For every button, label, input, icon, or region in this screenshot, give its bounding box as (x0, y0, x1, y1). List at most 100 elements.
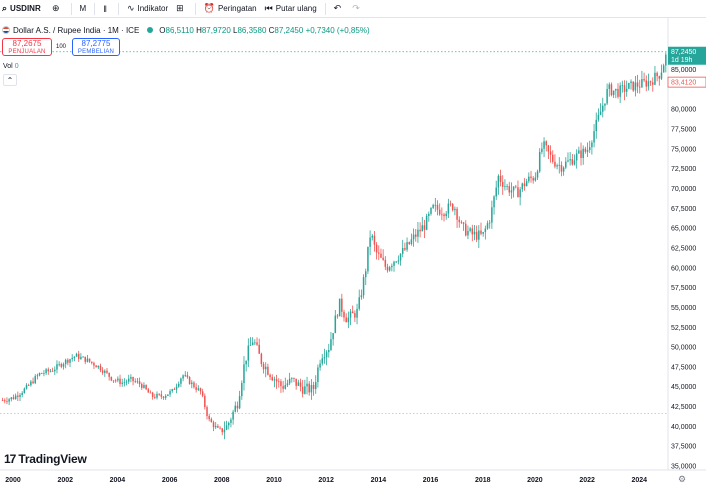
candle-body (91, 361, 93, 363)
candle-body (51, 370, 54, 372)
high-value: 87,9720 (201, 25, 231, 35)
candle-body (214, 425, 217, 428)
candle-body (312, 385, 315, 389)
interval-button[interactable]: M (76, 0, 91, 18)
collapse-legend-button[interactable]: ⌃ (3, 74, 17, 86)
candle-body (584, 148, 587, 152)
candle-body (351, 311, 354, 314)
candle-body (182, 375, 184, 379)
chart-settings-button[interactable]: ⚙ (678, 474, 686, 485)
symbol-search[interactable]: ⌕ USDINR (0, 0, 48, 18)
alerts-button[interactable]: ⏰ Peringatan (200, 0, 261, 18)
candle-body (310, 385, 313, 393)
candle-body (608, 84, 611, 89)
x-tick-label: 2014 (371, 477, 387, 484)
candle-body (273, 379, 276, 381)
candle-body (462, 222, 465, 224)
indicators-label: Indikator (137, 4, 169, 13)
undo-button[interactable]: ↶ (330, 0, 349, 18)
candle-body (328, 350, 330, 353)
candle-body (321, 358, 324, 364)
candle-body (175, 386, 178, 390)
buy-button[interactable]: 87,2775 PEMBELIAN (72, 38, 120, 56)
candle-body (106, 370, 108, 373)
candle-body (571, 159, 574, 165)
candle-body (654, 72, 656, 85)
x-tick-label: 2012 (318, 477, 334, 484)
candle-body (256, 342, 258, 345)
time-axis[interactable]: 2000 2002 2004 2006 2008 2010 2012 2014 2016 2018… (0, 469, 706, 484)
y-tick-label: 60,0000 (671, 265, 696, 272)
x-tick-label: 2018 (475, 477, 491, 484)
candle-body (558, 164, 561, 166)
gear-icon: ⚙ (678, 474, 687, 484)
candle-body (573, 160, 576, 165)
candle-body (323, 357, 326, 359)
candle-body (538, 151, 541, 172)
series-legend: Dollar A.S. / Rupee India · 1M · ICE O86… (2, 24, 370, 36)
candle-body (628, 82, 630, 89)
candle-body (534, 177, 537, 181)
x-tick-label: 2008 (214, 477, 230, 484)
indicators-button[interactable]: ∿ Indikator (123, 0, 172, 18)
candle-body (367, 246, 369, 272)
candle-body (236, 405, 239, 409)
candle-body (97, 365, 100, 368)
candle-body (19, 394, 21, 397)
candle-body (358, 297, 360, 309)
candle-body (99, 365, 102, 371)
symbol-label: USDINR (10, 4, 41, 13)
candle-body (64, 359, 67, 365)
candle-body (125, 381, 128, 383)
candle-body (523, 183, 526, 187)
y-tick-label: 57,5000 (671, 285, 696, 292)
candle-body (127, 378, 130, 382)
candle-body (580, 150, 582, 159)
candle-body (519, 189, 521, 198)
candle-body (515, 186, 517, 188)
candle-body (180, 378, 182, 384)
chart-type-button[interactable]: ‖ (99, 0, 114, 18)
reference-lines (0, 51, 668, 415)
candles (1, 52, 667, 440)
candle-body (551, 154, 554, 162)
candle-body (662, 65, 665, 73)
layouts-button[interactable]: ⊞ (172, 0, 191, 18)
candle-body (241, 383, 243, 397)
compare-button[interactable]: ⊕ (48, 0, 67, 18)
redo-button[interactable]: ↷ (348, 0, 367, 18)
sell-button[interactable]: 87,2675 PENJUALAN (2, 38, 52, 56)
candle-body (288, 378, 291, 384)
candle-body (343, 311, 345, 318)
candle-body (408, 242, 410, 244)
replay-button[interactable]: ⏮ Putar ulang (261, 0, 321, 18)
price-axis[interactable]: 35,0000 37,5000 40,0000 42,5000 45,0000 47,50… (667, 18, 696, 471)
candle-body (160, 394, 163, 397)
candle-body (267, 366, 269, 375)
candle-body (475, 231, 478, 240)
x-tick-label: 2004 (110, 477, 126, 484)
candle-body (306, 383, 308, 387)
candle-body (204, 395, 206, 408)
candle-body (386, 266, 389, 271)
candle-body (582, 148, 584, 159)
tradingview-logo[interactable]: 17 TradingView (4, 452, 87, 466)
candle-body (88, 358, 91, 362)
candle-body (49, 370, 52, 372)
candle-body (397, 260, 400, 262)
candle-body (436, 204, 439, 210)
candle-body (471, 228, 474, 235)
y-tick-label: 70,0000 (671, 186, 696, 193)
candle-body (114, 380, 117, 382)
candle-body (234, 405, 237, 412)
candle-body (364, 271, 367, 278)
candle-body (410, 239, 413, 244)
candle-body (154, 396, 156, 398)
candle-body (317, 367, 319, 383)
candle-body (428, 213, 430, 217)
x-tick-label: 2024 (632, 477, 648, 484)
candle-body (638, 86, 641, 88)
candle-body (525, 181, 528, 187)
candle-body (604, 103, 606, 106)
